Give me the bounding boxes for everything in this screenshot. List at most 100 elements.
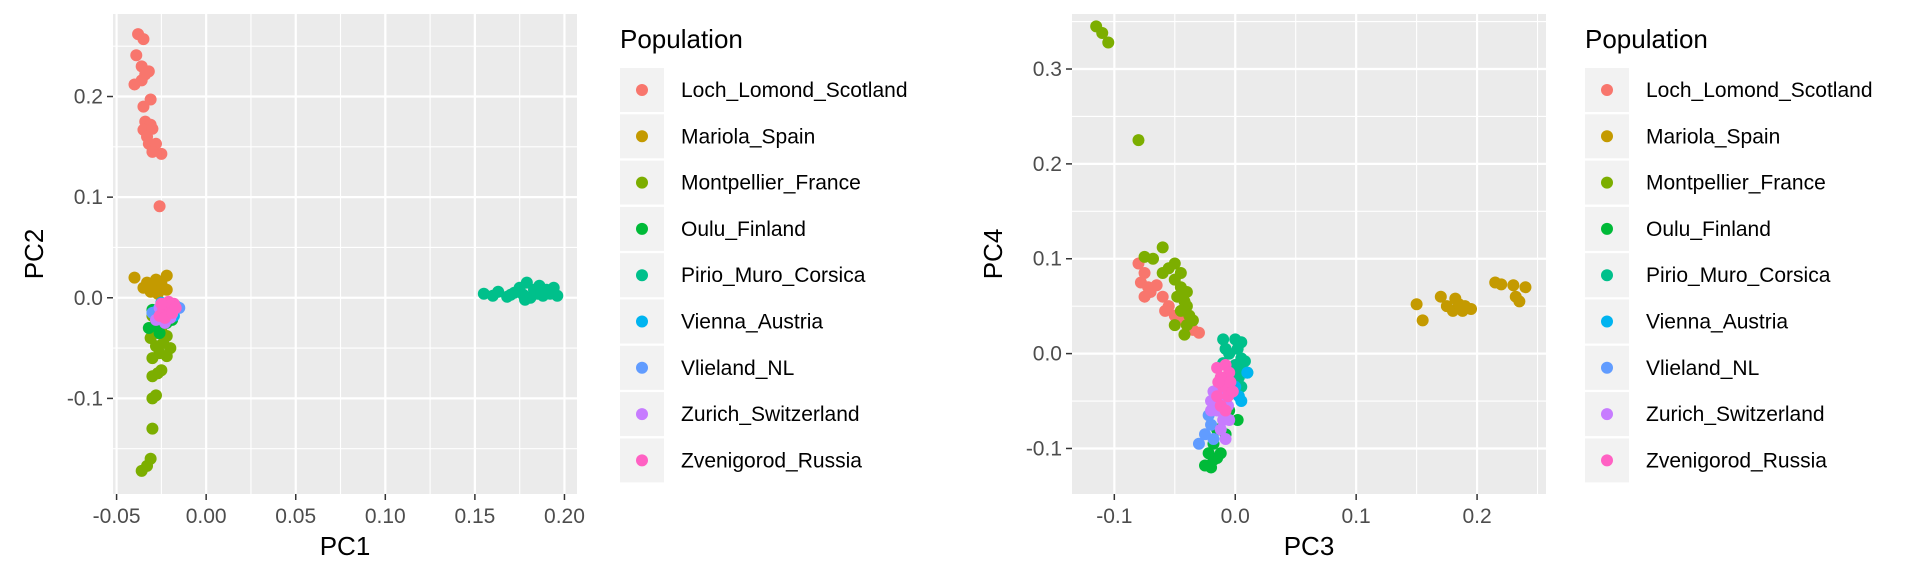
data-point [1495, 278, 1508, 291]
series-montpellier-france [1090, 20, 1199, 341]
data-point [1507, 279, 1520, 292]
data-point [1156, 241, 1169, 254]
plot-panel [113, 14, 577, 494]
legend-item: Mariola_Spain [620, 114, 815, 159]
y-tick-label: 0.0 [1033, 343, 1062, 366]
legend-label: Loch_Lomond_Scotland [1646, 79, 1873, 102]
data-point [1214, 423, 1227, 436]
data-point [1241, 366, 1254, 379]
legend-item: Montpellier_France [1585, 160, 1826, 205]
legend-label: Zurich_Switzerland [681, 403, 860, 426]
legend-label: Vienna_Austria [681, 311, 823, 334]
legend-item: Vlieland_NL [1585, 345, 1759, 390]
y-tick-label: -0.1 [1026, 437, 1062, 460]
legend-swatch [636, 408, 648, 421]
legend-label: Pirio_Muro_Corsica [681, 264, 866, 287]
x-tick-label: 0.05 [275, 505, 316, 528]
legend-title: Population [1585, 24, 1708, 54]
legend-item: Mariola_Spain [1585, 114, 1780, 159]
data-point [146, 352, 159, 365]
data-point [149, 389, 162, 402]
data-point [1223, 414, 1236, 427]
data-point [1238, 355, 1251, 368]
legend-swatch [636, 315, 648, 328]
x-tick-label: 0.1 [1342, 505, 1371, 528]
legend-label: Pirio_Muro_Corsica [1646, 264, 1831, 287]
legend-item: Vienna_Austria [1585, 299, 1788, 344]
data-point [1219, 404, 1232, 417]
data-point [1217, 333, 1230, 346]
legend-swatch [1601, 84, 1613, 96]
data-point [1138, 266, 1151, 279]
data-point [155, 147, 168, 160]
legend-swatch [1601, 315, 1613, 328]
legend-label: Oulu_Finland [1646, 218, 1771, 241]
y-tick-label: 0.3 [1033, 58, 1062, 81]
data-point [160, 269, 173, 282]
x-tick-label: 0.10 [365, 505, 406, 528]
legend-swatch [1601, 361, 1613, 374]
y-axis-title: PC2 [19, 229, 49, 280]
data-point [1205, 404, 1218, 417]
data-point [153, 326, 166, 339]
data-point [130, 49, 143, 62]
data-point [137, 100, 150, 113]
legend-label: Zvenigorod_Russia [1646, 449, 1827, 472]
x-tick-label: 0.0 [1221, 505, 1250, 528]
data-point [1102, 36, 1115, 49]
legend-item: Zurich_Switzerland [1585, 392, 1825, 437]
chart-2: -0.1 0.0 0.1 0.2 -0.1 0.0 0.1 0.2 0.3 PC3 PC4 Popul… [978, 14, 1873, 561]
legend-item: Zurich_Switzerland [620, 392, 860, 437]
legend-item: Oulu_Finland [620, 206, 806, 251]
legend-swatch [636, 454, 648, 467]
legend-item: Vienna_Austria [620, 299, 823, 344]
legend-swatch [636, 222, 648, 235]
y-tick-label: -0.1 [67, 387, 103, 410]
data-point [1178, 328, 1191, 341]
data-point [1207, 432, 1220, 445]
legend: Population Loch_Lomond_Scotland Mariola_Sp… [1585, 24, 1873, 483]
series-zvenigorod-russia [1211, 358, 1239, 417]
data-point [1192, 326, 1205, 339]
data-point [504, 288, 517, 301]
legend-swatch [1601, 222, 1613, 235]
x-tick-label: 0.2 [1462, 505, 1491, 528]
legend-swatch [636, 84, 648, 96]
data-point [1465, 303, 1478, 316]
legend-item: Zvenigorod_Russia [1585, 438, 1827, 483]
legend-swatch [636, 269, 648, 282]
legend-label: Mariola_Spain [1646, 125, 1780, 148]
data-point [128, 271, 141, 284]
data-point [1159, 304, 1172, 317]
data-point [1226, 385, 1239, 398]
y-tick-label: 0.1 [74, 186, 103, 209]
legend-label: Montpellier_France [681, 172, 861, 195]
data-point [1224, 376, 1237, 389]
legend-swatch [636, 176, 648, 189]
data-point [1519, 281, 1532, 294]
data-point [144, 452, 157, 465]
y-axis-title: PC4 [978, 229, 1008, 280]
legend-swatch [1601, 176, 1613, 189]
data-point [1434, 290, 1447, 303]
data-point [1168, 319, 1181, 332]
data-point [1192, 437, 1205, 450]
series-loch-lomond-scotland [128, 28, 168, 213]
legend-label: Vlieland_NL [1646, 357, 1759, 380]
legend-label: Vienna_Austria [1646, 311, 1788, 334]
data-point [164, 342, 177, 355]
x-axis-title: PC3 [1284, 531, 1335, 561]
data-point [1223, 347, 1236, 360]
legend-swatch [1601, 269, 1613, 282]
legend-label: Oulu_Finland [681, 218, 806, 241]
data-point [492, 285, 505, 298]
series-pirio-muro-corsica [477, 276, 564, 306]
legend-swatch [1601, 408, 1613, 421]
data-point [1186, 314, 1199, 327]
legend-item: Montpellier_France [620, 160, 861, 205]
legend-item: Pirio_Muro_Corsica [620, 253, 866, 298]
data-point [1180, 285, 1193, 298]
data-point [1211, 390, 1224, 403]
